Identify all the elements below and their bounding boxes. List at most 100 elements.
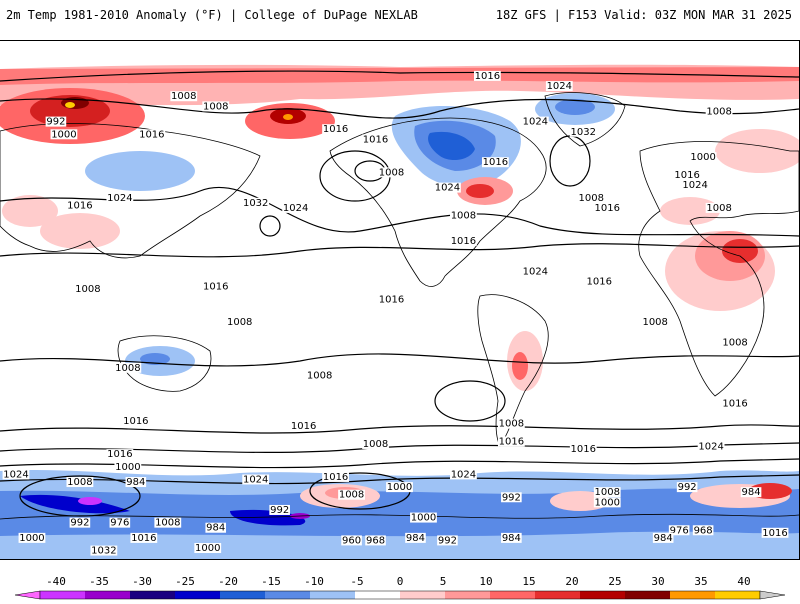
pressure-label: 1016 — [673, 169, 701, 181]
pressure-label-bg — [641, 317, 669, 328]
pressure-label-text: 1008 — [67, 477, 92, 488]
colorbar-tick-label: -15 — [261, 575, 281, 588]
pressure-label-bg — [202, 281, 230, 292]
pressure-label-text: 1016 — [674, 170, 699, 181]
pressure-label: 1008 — [450, 210, 477, 222]
pressure-label-text: 984 — [406, 533, 425, 544]
pressure-label-bg — [405, 532, 426, 543]
pressure-label-text: 1024 — [451, 469, 476, 480]
pressure-label-text: 1016 — [762, 528, 787, 539]
pressure-label-bg — [593, 497, 621, 508]
pressure-label: 1016 — [473, 70, 501, 82]
pressure-label-text: 992 — [678, 482, 697, 493]
pressure-label-bg — [322, 124, 349, 135]
pressure-label: 1016 — [569, 444, 597, 455]
pressure-label-bg — [473, 70, 501, 81]
pressure-label-text: 1024 — [107, 193, 132, 204]
pressure-label: 1008 — [338, 489, 365, 501]
colorbar-tick-label: -30 — [132, 575, 152, 588]
pressure-label-text: 1016 — [107, 449, 132, 460]
pressure-label-bg — [242, 197, 270, 208]
pressure-label: 1008 — [226, 317, 254, 328]
pressure-label: 1016 — [290, 421, 318, 432]
pressure-label-bg — [90, 545, 118, 556]
pressure-label: 1024 — [521, 266, 549, 277]
pressure-label: 1008 — [593, 487, 621, 498]
pressure-label-text: 1008 — [642, 317, 667, 328]
colorbar-swatch — [220, 591, 266, 599]
pressure-label-text: 1008 — [706, 106, 731, 117]
pressure-label-text: 1008 — [706, 203, 731, 214]
pressure-label-bg — [569, 126, 597, 137]
pressure-label: 1000 — [50, 129, 78, 140]
colorbar-swatch — [445, 591, 491, 599]
pressure-label: 1000 — [689, 152, 717, 163]
pressure-label-text: 1016 — [323, 472, 348, 483]
pressure-label: 1016 — [593, 202, 621, 214]
pressure-label-bg — [521, 116, 549, 127]
pressure-label-bg — [569, 444, 597, 455]
pressure-label-text: 1024 — [698, 441, 723, 452]
pressure-label-bg — [681, 180, 709, 191]
pressure-label: 1016 — [122, 416, 150, 427]
pressure-label-bg — [521, 266, 549, 277]
pressure-label: 984 — [740, 487, 762, 498]
pressure-label: 1000 — [18, 532, 46, 544]
pressure-label-text: 1000 — [51, 129, 76, 140]
pressure-label-bg — [362, 438, 389, 449]
pressure-label-text: 1008 — [595, 487, 620, 498]
colorbar-tick-label: -25 — [175, 575, 195, 588]
pressure-label-text: 1000 — [195, 543, 220, 554]
pressure-label-text: 968 — [694, 525, 713, 536]
pressure-label-text: 1024 — [435, 183, 460, 194]
pressure-label-bg — [545, 81, 573, 92]
pressure-label: 1008 — [497, 418, 525, 430]
pressure-label-text: 1008 — [171, 91, 196, 102]
pressure-label-text: 1024 — [523, 266, 548, 277]
colorbar-swatch — [715, 591, 761, 599]
pressure-label-bg — [66, 477, 94, 488]
pressure-label-bg — [673, 169, 701, 180]
pressure-label-text: 1008 — [579, 193, 604, 204]
pressure-label-bg — [585, 276, 613, 287]
pressure-label: 1016 — [202, 281, 230, 293]
colorbar-high-arrow — [759, 590, 786, 600]
map-panel[interactable]: 1016 1024 1008 1008 992 1000 1016 1016 1016 1024 1… — [0, 40, 800, 560]
pressure-label: 968 — [365, 535, 386, 546]
pressure-label-bg — [269, 504, 290, 515]
pressure-label-text: 1016 — [123, 416, 148, 427]
pressure-label-text: 1008 — [75, 284, 100, 295]
anomaly-map[interactable]: 1016 1024 1008 1008 992 1000 1016 1016 1016 1024 1… — [0, 41, 799, 559]
pressure-label-text: 984 — [206, 523, 225, 534]
pressure-label-bg — [69, 517, 91, 528]
pressure-label-bg — [497, 418, 525, 429]
pressure-label-bg — [410, 512, 437, 523]
pressure-label-text: 1008 — [363, 439, 388, 450]
pressure-label: 1000 — [194, 543, 222, 554]
pressure-label-bg — [114, 362, 142, 373]
pressure-label-text: 960 — [342, 535, 361, 546]
pressure-label-text: 1000 — [595, 497, 620, 508]
pressure-label: 992 — [437, 535, 458, 546]
pressure-label-text: 1016 — [131, 533, 156, 544]
pressure-label-bg — [114, 461, 142, 472]
pressure-label-bg — [125, 477, 147, 488]
pressure-label-bg — [202, 101, 230, 112]
pressure-label: 1024 — [434, 182, 461, 194]
pressure-label-text: 992 — [270, 505, 289, 516]
pressure-label-bg — [50, 129, 78, 140]
pressure-label-bg — [109, 517, 131, 528]
pressure-label-text: 984 — [742, 487, 761, 498]
colorbar-low-arrow — [14, 590, 41, 600]
pressure-label-text: 1016 — [483, 157, 508, 168]
pressure-label-text: 1032 — [243, 198, 268, 209]
pressure-label-bg — [501, 492, 522, 503]
pressure-label-text: 976 — [110, 518, 129, 529]
pressure-label: 1008 — [114, 362, 142, 374]
pressure-label-bg — [378, 294, 405, 305]
pressure-label-bg — [705, 106, 733, 117]
pressure-label-bg — [705, 202, 733, 213]
pressure-label-text: 1008 — [307, 370, 332, 381]
pressure-label-bg — [66, 200, 94, 211]
pressure-label-text: 1032 — [91, 546, 116, 557]
